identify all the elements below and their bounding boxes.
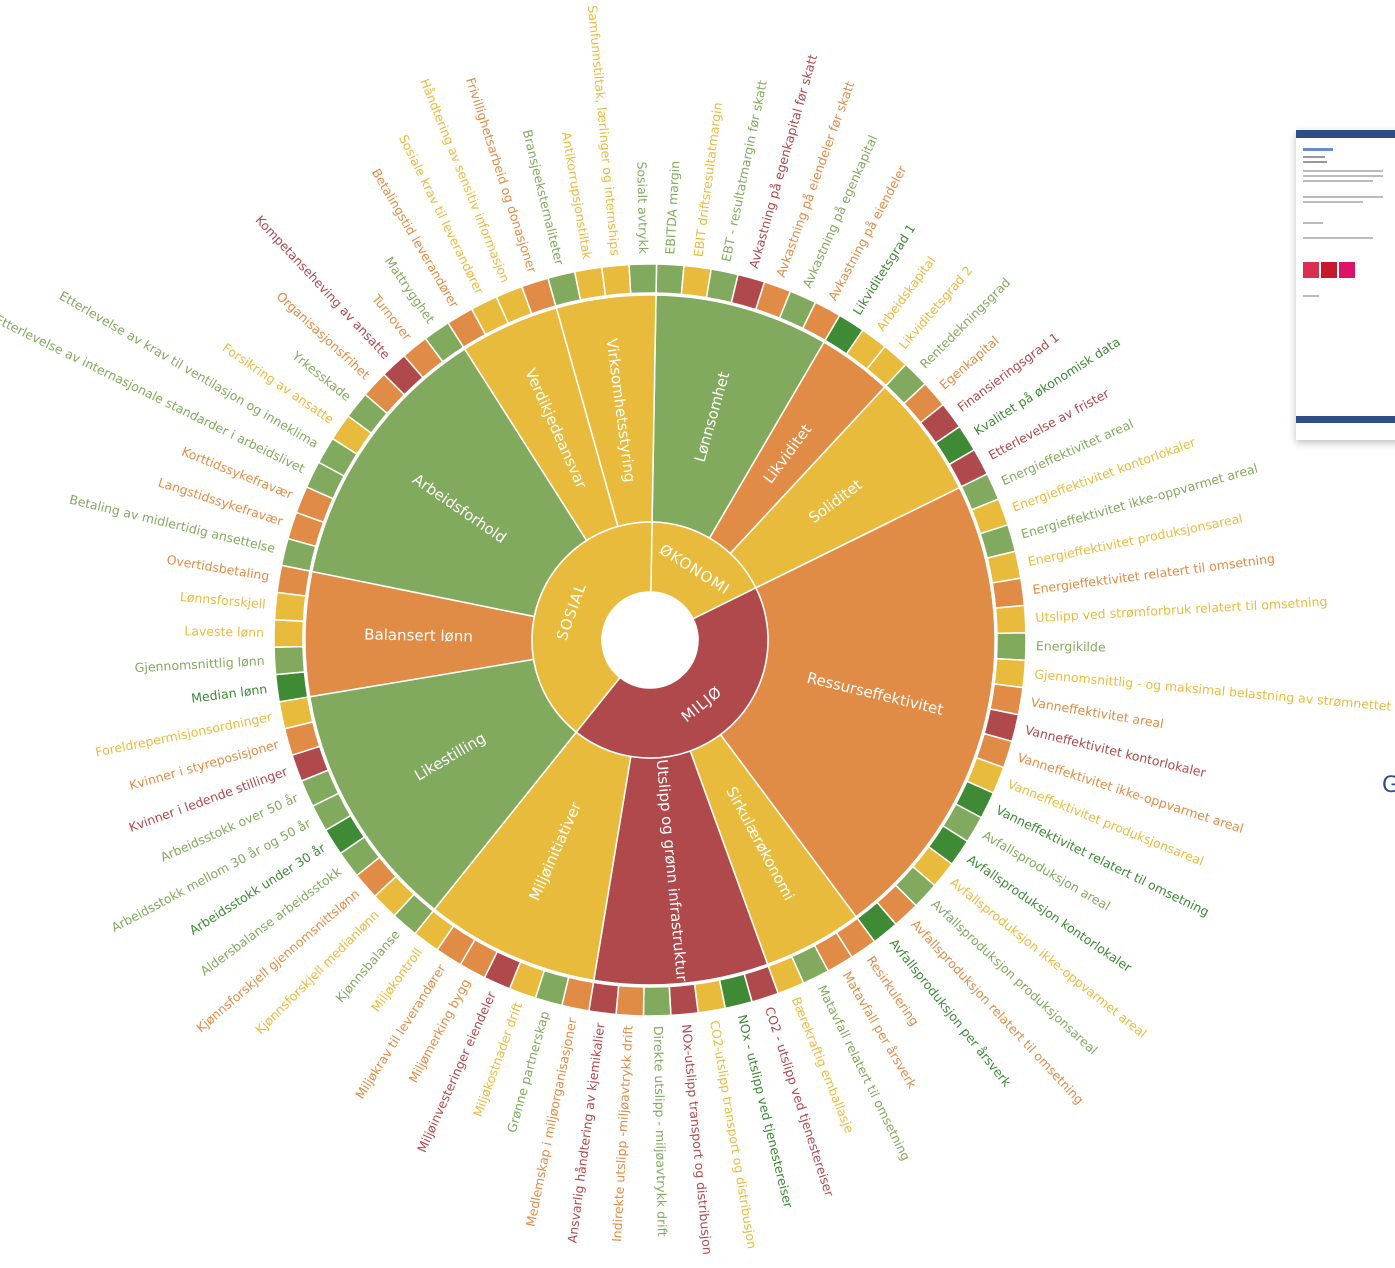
- indicator-segment: [575, 267, 606, 300]
- indicator-label: Energikilde: [1036, 638, 1106, 654]
- indicator-segment: [996, 605, 1026, 633]
- thumbnail-line: [1303, 237, 1373, 239]
- indicator-label: Etterlevelse av internasjonale standarde…: [0, 311, 307, 476]
- thumbnail-line: [1303, 148, 1333, 151]
- thumbnail-line: [1303, 295, 1319, 297]
- indicator-segment: [275, 592, 306, 621]
- indicator-segment: [616, 986, 644, 1016]
- indicator-segment: [992, 578, 1024, 608]
- indicator-label: Lønnsforskjell: [179, 589, 266, 612]
- indicator-label: Gjennomsnittlig lønn: [134, 653, 265, 675]
- indicator-segment: [994, 659, 1025, 688]
- thumbnail-line: [1303, 156, 1325, 158]
- thumbnail-icon: [1321, 262, 1337, 278]
- indicator-segment: [602, 265, 631, 296]
- indicator-label: Samfunnstiltak, lærlinger og internships: [585, 5, 623, 257]
- indicator-label: Direkte utslipp - miljøavtrykk drift: [651, 1026, 670, 1237]
- indicator-label: EBITDA margin: [662, 160, 682, 254]
- indicator-segment: [996, 633, 1026, 660]
- thumbnail-icon: [1303, 262, 1319, 278]
- indicator-label: NOx-utslipp transport og distribusjon: [679, 1024, 715, 1256]
- indicator-label: Likviditetsgrad 2: [896, 263, 976, 352]
- indicator-label: EBIT driftsresultatmargin: [690, 101, 725, 258]
- thumbnail-line: [1303, 196, 1383, 198]
- indicator-segment: [274, 620, 304, 647]
- thumbnail-footer: [1296, 416, 1395, 423]
- indicator-segment: [274, 647, 304, 675]
- group-label: Balansert lønn: [364, 626, 473, 646]
- center-hole: [602, 592, 698, 688]
- page: G EBITDA margin EBIT driftsresultatmargin…: [0, 0, 1395, 1268]
- indicator-segment: [629, 264, 656, 294]
- thumbnail-header: [1296, 130, 1395, 138]
- thumbnail-line: [1303, 222, 1323, 224]
- indicator-segment: [643, 986, 670, 1016]
- indicator-label: Vanneffektivitet areal: [1030, 694, 1165, 731]
- indicator-label: Laveste lønn: [184, 623, 264, 639]
- sunburst-diagram: G EBITDA margin EBIT driftsresultatmargin…: [0, 0, 1395, 1268]
- thumbnail-line: [1303, 170, 1383, 172]
- indicator-label: Utslipp ved strømforbruk relatert til om…: [1035, 594, 1328, 625]
- indicator-label: Median lønn: [190, 681, 268, 706]
- indicator-label: Frivillighetsarbeid og donasjoner: [463, 76, 540, 276]
- thumbnail-line: [1303, 201, 1363, 203]
- indicator-segment: [656, 264, 684, 294]
- thumbnail-icon: [1339, 262, 1355, 278]
- indicator-segment: [695, 980, 726, 1013]
- indicator-label: Antikorrupsjonstiltak: [559, 131, 595, 261]
- document-thumbnail: [1296, 130, 1395, 440]
- thumbnail-line: [1303, 180, 1373, 182]
- edge-text: G: [1382, 773, 1395, 798]
- thumbnail-line: [1303, 161, 1327, 163]
- indicator-label: Sosialt avtrykk: [634, 161, 651, 255]
- indicator-segment: [669, 984, 698, 1015]
- indicator-label: Indirekte utslipp -miljøavtrykk drift: [609, 1025, 636, 1242]
- indicator-label: Overtidsbetaling: [166, 552, 271, 584]
- indicator-segment: [276, 672, 308, 702]
- thumbnail-line: [1303, 175, 1383, 177]
